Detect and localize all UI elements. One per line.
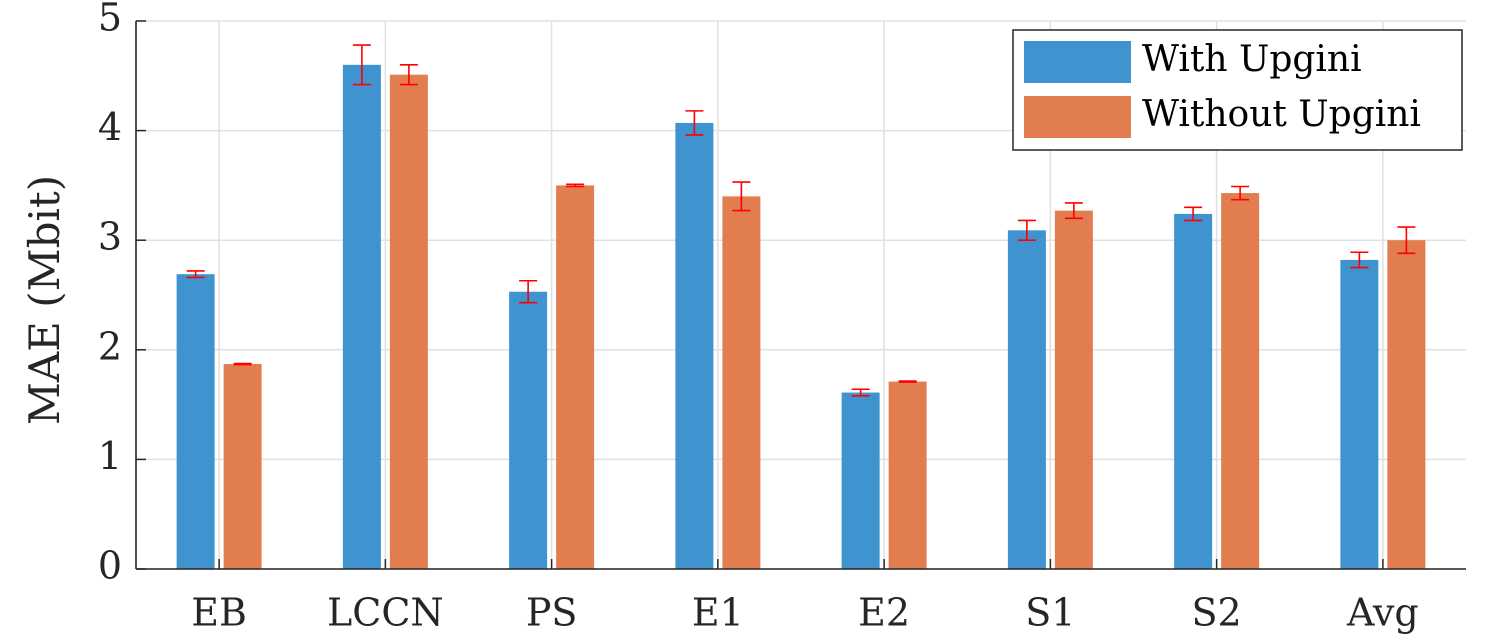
bar-avg-series-2	[1387, 240, 1426, 569]
legend-swatch-without-upgini	[1024, 96, 1131, 138]
x-tick-label: LCCN	[327, 591, 444, 635]
bar-eb-series-1	[176, 274, 215, 569]
y-tick-label: 1	[98, 434, 122, 478]
legend-swatch-with-upgini	[1024, 41, 1131, 83]
x-tick-label: S2	[1192, 591, 1242, 635]
bar-s2-series-1	[1174, 213, 1213, 569]
x-tick-label: E1	[692, 591, 744, 635]
x-tick-label: E2	[858, 591, 910, 635]
y-tick-label: 4	[98, 105, 122, 149]
legend-label-with-upgini: With Upgini	[1142, 39, 1362, 80]
y-tick-label: 0	[98, 544, 122, 588]
y-tick-label: 3	[98, 215, 122, 259]
x-tick-label: Avg	[1346, 591, 1419, 635]
bar-ps-series-1	[509, 291, 548, 569]
legend: With Upgini Without Upgini	[1012, 29, 1463, 151]
bar-e2-series-2	[888, 381, 927, 569]
bar-ps-series-2	[556, 185, 595, 569]
bar-e1-series-1	[675, 122, 714, 569]
bar-s1-series-2	[1054, 210, 1093, 569]
x-tick-label: S1	[1025, 591, 1075, 635]
x-tick-label: EB	[191, 591, 247, 635]
bar-e1-series-2	[722, 196, 761, 570]
bar-e2-series-1	[841, 392, 880, 569]
x-tick-label: PS	[526, 591, 578, 635]
bar-avg-series-1	[1340, 259, 1379, 569]
legend-label-without-upgini: Without Upgini	[1142, 94, 1421, 135]
bar-eb-series-2	[223, 364, 262, 569]
bar-s2-series-2	[1221, 193, 1260, 569]
bar-lccn-series-1	[342, 64, 381, 569]
bars	[176, 64, 1426, 570]
y-tick-label: 5	[98, 0, 122, 40]
bar-s1-series-1	[1007, 230, 1046, 569]
tick-labels: 0 1 2 3 4 5 EB LCCN PS E1 E2 S1 S2 Avg	[98, 0, 1419, 635]
y-tick-label: 2	[98, 324, 122, 368]
error-bars	[186, 44, 1416, 397]
y-axis-label: MAE (Mbit)	[20, 175, 69, 425]
axes	[135, 20, 1466, 570]
bar-lccn-series-2	[389, 74, 428, 569]
